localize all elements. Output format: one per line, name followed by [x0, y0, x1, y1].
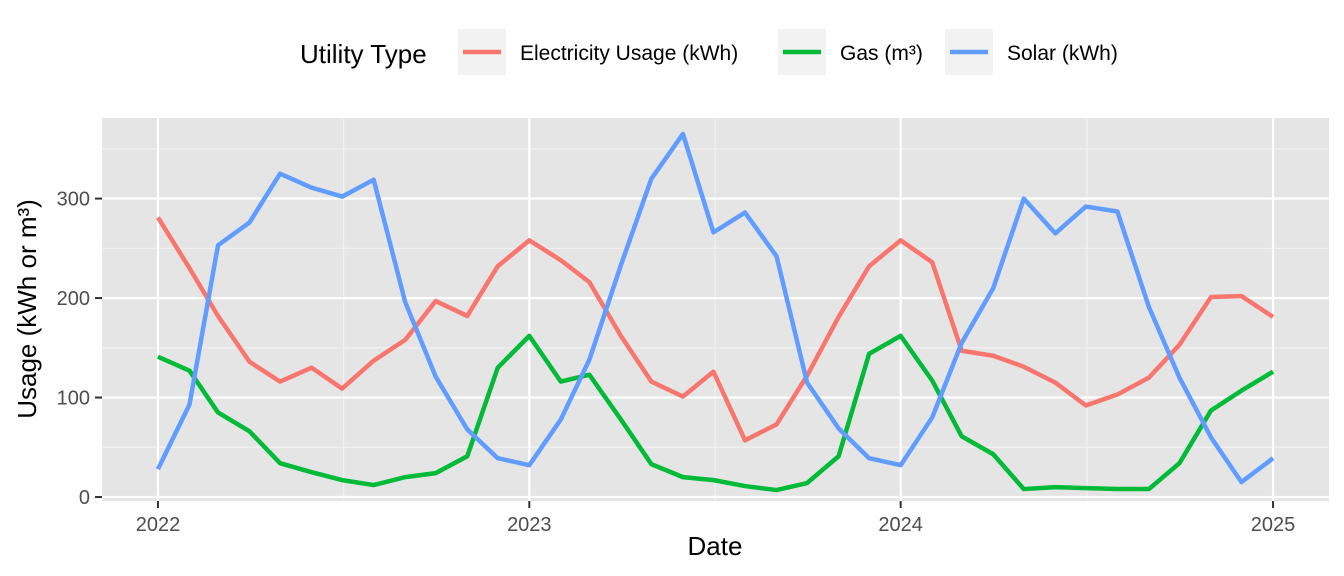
x-tick-label: 2024	[878, 514, 923, 536]
legend-label-electricity: Electricity Usage (kWh)	[520, 42, 738, 65]
x-tick-label: 2022	[136, 514, 181, 536]
minor-gridlines	[102, 118, 1329, 501]
y-axis-title: Usage (kWh or m³)	[12, 199, 42, 419]
y-tick-label: 0	[79, 487, 90, 509]
legend: Utility Type Electricity Usage (kWh) Gas…	[300, 29, 1118, 75]
legend-label-gas: Gas (m³)	[840, 42, 923, 65]
y-tick-label: 300	[57, 189, 90, 211]
y-tick-label: 200	[57, 288, 90, 310]
series-line-solar	[155, 131, 1275, 485]
y-axis: 0 100 200 300	[57, 189, 102, 509]
series-line-gas	[157, 333, 1275, 493]
x-tick-label: 2023	[507, 514, 552, 536]
legend-label-solar: Solar (kWh)	[1007, 42, 1118, 65]
legend-title: Utility Type	[300, 39, 427, 69]
x-axis-title: Date	[688, 531, 743, 561]
x-axis: 2022 2023 2024 2025	[136, 501, 1296, 536]
x-tick-label: 2025	[1251, 514, 1296, 536]
major-gridlines	[102, 118, 1329, 501]
y-tick-label: 100	[57, 388, 90, 410]
series-lines	[155, 131, 1275, 493]
series-line-electricity	[156, 216, 1275, 443]
